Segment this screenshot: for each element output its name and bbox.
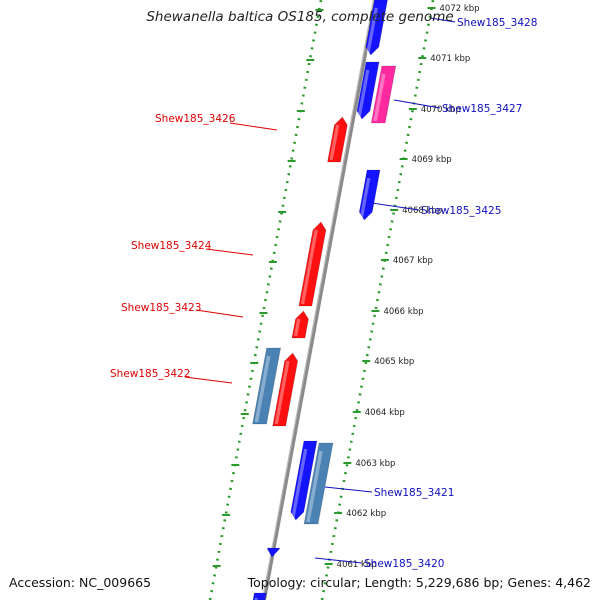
gene-bottom [252,592,267,600]
tick-label: 4067 kbp [393,256,433,266]
tick-label: 4064 kbp [365,408,405,418]
gene-3422-red [272,352,299,427]
tick-label: 4063 kbp [355,459,395,469]
label-layer: Shew185_3428 Shew185_3427 Shew185_3426 Shew… [110,17,537,570]
gene-3427-blue-shade [357,69,370,118]
gene-3425-shade [359,177,371,219]
tick-label: 4062 kbp [346,509,386,519]
gene-3420 [267,547,281,558]
gene-3421-shade [306,450,323,523]
gene-3427-blue [356,61,380,120]
gene-label-leader [314,557,363,564]
backbone-layer [261,0,377,600]
gene-label-leader [371,202,420,211]
gene-label-leader [195,309,244,318]
gene-3421-blue [290,440,318,521]
tick-label: 4066 kbp [383,307,423,317]
gene-3422 [252,347,282,425]
gene-label[interactable]: Shew185_3426 [155,113,236,125]
gene-label[interactable]: Shew185_3424 [131,240,212,252]
tick-label: 4071 kbp [430,54,470,64]
gene-label[interactable]: Shew185_3420 [364,558,444,570]
gene-label[interactable]: Shew185_3428 [457,17,537,29]
gene-3426 [327,116,348,163]
gene-3427 [370,65,397,124]
gene-layer [252,0,397,600]
gene-3427-shade [373,73,386,122]
gene-label[interactable]: Shew185_3425 [421,205,501,217]
gene-label[interactable]: Shew185_3422 [110,368,190,380]
genome-backbone [262,0,377,600]
tick-label: 4068 kbp [402,206,442,216]
gene-3424 [298,221,327,307]
tick-label: 4072 kbp [440,4,480,14]
gene-3422-red-shade [274,360,290,425]
gene-label-leader [393,99,441,109]
gene-3423-shade [293,318,301,337]
gene-label-leader [324,486,373,493]
gene-3428 [365,0,388,56]
gene-3425 [358,169,381,221]
map-title: Shewanella baltica OS185, complete genom… [146,9,454,25]
ruler-layer: 4072 kbp 4071 kbp 4070 kbp 4069 kbp 4068 kbp… [208,0,480,600]
topology-text: Topology: circular; Length: 5,229,686 bp… [247,575,591,590]
tick-label: 4065 kbp [374,357,414,367]
gene-3422-shade [254,355,271,423]
gene-3421 [303,442,334,525]
gene-label-leader [229,122,278,131]
tick-label: 4069 kbp [412,155,452,165]
genome-backbone-highlight [261,0,375,600]
gene-3421-blue-shade [291,448,308,519]
gene-label[interactable]: Shew185_3427 [442,103,522,115]
accession-text: Accession: NC_009665 [9,575,152,590]
gene-3428-shade [366,7,378,54]
ruler-dotted-right [320,0,435,600]
ruler-dotted-left [208,0,323,600]
gene-label-leader [429,17,456,23]
gene-label-leader [184,376,233,384]
gene-label-leader [205,248,254,256]
gene-3426-shade [329,124,340,161]
tick-label: 4061 kbp [337,560,377,570]
gene-label[interactable]: Shew185_3421 [374,487,454,499]
gene-3424-shade [300,229,318,305]
tick-label: 4070 kbp [421,105,461,115]
gene-3423 [291,310,309,339]
gene-label[interactable]: Shew185_3423 [121,302,201,314]
